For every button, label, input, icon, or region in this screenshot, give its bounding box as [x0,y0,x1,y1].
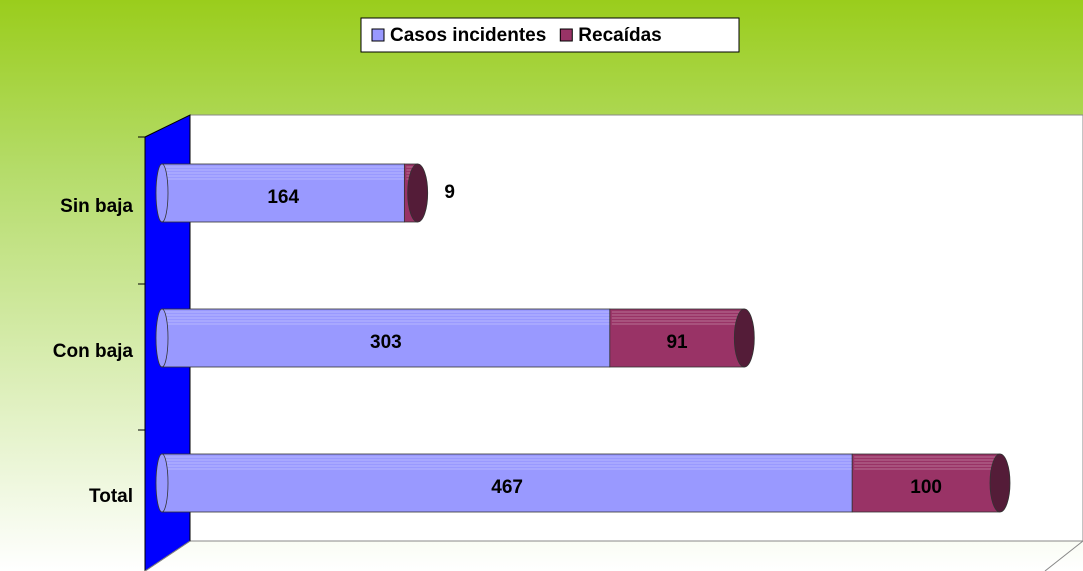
data-label: 91 [666,332,688,353]
bar-cap [407,163,429,223]
y-tick-label: Con baja [53,341,134,362]
floor-edge [144,540,191,571]
bar-segment [609,308,745,368]
legend-label: Recaídas [578,25,661,46]
bar-segment [161,308,611,368]
bar-cap [155,163,169,223]
data-label: 164 [267,187,299,208]
bar-cap [155,453,169,513]
legend-swatch [559,28,573,42]
legend-swatch [371,28,385,42]
data-label: 303 [370,332,402,353]
floor-edge [1044,540,1083,571]
y-tick-label: Total [89,486,133,507]
bar-segment [161,453,853,513]
bar-cap [733,308,755,368]
bar-segment [851,453,1001,513]
y-tick-label: Sin baja [60,196,133,217]
legend-label: Casos incidentes [390,25,546,46]
data-label: 9 [444,182,455,203]
bar-cap [989,453,1011,513]
legend [360,17,740,53]
bar-cap [155,308,169,368]
data-label: 100 [910,477,942,498]
data-label: 467 [491,477,523,498]
bar-segment [161,163,405,223]
